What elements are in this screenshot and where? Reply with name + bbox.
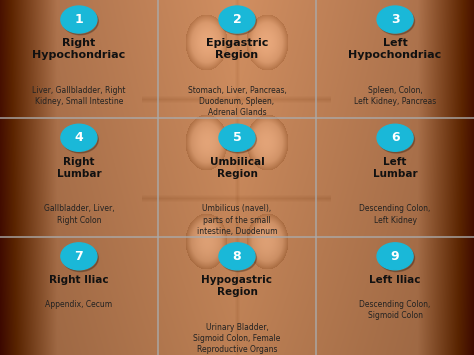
Text: Liver, Gallbladder, Right
Kidney, Small Intestine: Liver, Gallbladder, Right Kidney, Small … [32, 86, 126, 106]
Text: Hypogastric
Region: Hypogastric Region [201, 275, 273, 297]
Circle shape [61, 6, 97, 33]
Text: Left
Hypochondriac: Left Hypochondriac [348, 38, 442, 60]
Text: Right
Lumbar: Right Lumbar [56, 157, 101, 179]
Circle shape [61, 243, 97, 270]
Text: Descending Colon,
Sigmoid Colon: Descending Colon, Sigmoid Colon [359, 300, 431, 320]
Text: Umbilicus (navel),
parts of the small
intestine, Duodenum: Umbilicus (navel), parts of the small in… [197, 204, 277, 236]
Text: Stomach, Liver, Pancreas,
Duodenum, Spleen,
Adrenal Glands: Stomach, Liver, Pancreas, Duodenum, Sple… [188, 86, 286, 118]
Text: Right
Hypochondriac: Right Hypochondriac [32, 38, 126, 60]
Text: Descending Colon,
Left Kidney: Descending Colon, Left Kidney [359, 204, 431, 225]
Text: Gallbladder, Liver,
Right Colon: Gallbladder, Liver, Right Colon [44, 204, 114, 225]
Circle shape [377, 6, 413, 33]
Text: 3: 3 [391, 13, 400, 26]
Circle shape [377, 243, 413, 270]
Text: 4: 4 [74, 131, 83, 144]
Circle shape [63, 8, 99, 35]
Circle shape [377, 124, 413, 151]
Text: 6: 6 [391, 131, 400, 144]
Text: 9: 9 [391, 250, 400, 263]
Circle shape [63, 245, 99, 272]
Circle shape [61, 124, 97, 151]
Circle shape [378, 245, 414, 272]
Text: Right Iliac: Right Iliac [49, 275, 109, 285]
Text: 5: 5 [233, 131, 241, 144]
Circle shape [378, 126, 414, 153]
Text: 1: 1 [74, 13, 83, 26]
Circle shape [220, 245, 256, 272]
Circle shape [219, 6, 255, 33]
Text: Umbilical
Region: Umbilical Region [210, 157, 264, 179]
Text: Epigastric
Region: Epigastric Region [206, 38, 268, 60]
Text: Appendix, Cecum: Appendix, Cecum [46, 300, 112, 309]
Circle shape [219, 243, 255, 270]
Text: 7: 7 [74, 250, 83, 263]
Circle shape [220, 126, 256, 153]
Text: Spleen, Colon,
Left Kidney, Pancreas: Spleen, Colon, Left Kidney, Pancreas [354, 86, 436, 106]
Text: 2: 2 [233, 13, 241, 26]
Text: Left Iliac: Left Iliac [369, 275, 421, 285]
Text: 8: 8 [233, 250, 241, 263]
Circle shape [378, 8, 414, 35]
Circle shape [219, 124, 255, 151]
Circle shape [63, 126, 99, 153]
Text: Urinary Bladder,
Sigmoid Colon, Female
Reproductive Organs: Urinary Bladder, Sigmoid Colon, Female R… [193, 323, 281, 354]
Circle shape [220, 8, 256, 35]
Text: Left
Lumbar: Left Lumbar [373, 157, 418, 179]
